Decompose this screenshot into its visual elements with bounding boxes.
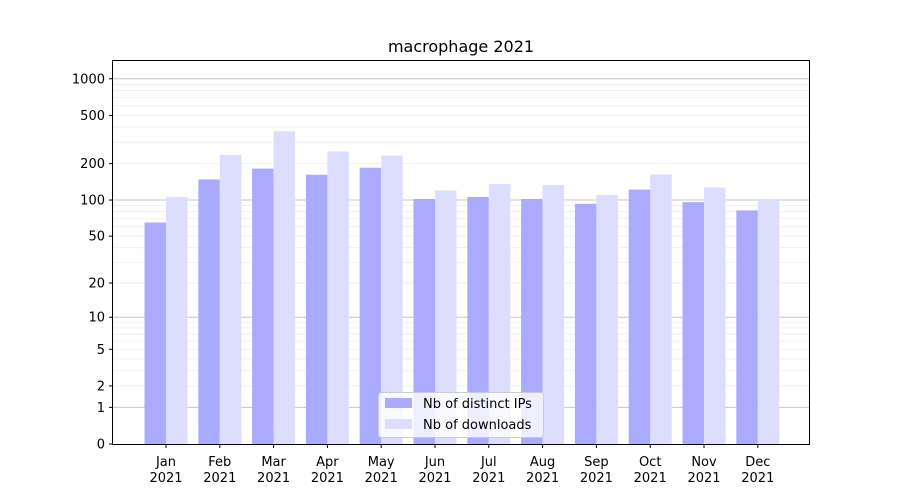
x-tick-label-month: Jun (424, 455, 445, 470)
legend: Nb of distinct IPs Nb of downloads (378, 392, 544, 438)
y-axis: 0 1 2 5 10 20 50 100 200 500 1000 (72, 72, 113, 453)
y-tick-label: 1 (97, 401, 105, 416)
x-tick-label-year: 2021 (365, 471, 398, 486)
bar-distinct-ips (305, 174, 328, 444)
x-tick-label-year: 2021 (741, 471, 774, 486)
bar-distinct-ips (144, 222, 166, 444)
bar-distinct-ips (628, 189, 651, 444)
bar-downloads (488, 183, 511, 444)
y-tick-label: 500 (80, 109, 105, 124)
y-tick-label: 1000 (72, 72, 105, 87)
x-tick-label-year: 2021 (634, 471, 667, 486)
bar-distinct-ips (198, 179, 220, 444)
bar-downloads (166, 196, 188, 444)
bar-distinct-ips (736, 210, 758, 444)
bar-distinct-ips (521, 198, 543, 444)
bar-downloads (327, 151, 349, 445)
y-tick-label: 0 (97, 438, 105, 453)
bar-downloads (704, 187, 726, 444)
legend-label-downloads: Nb of downloads (423, 418, 532, 433)
bar-distinct-ips (252, 168, 274, 444)
bar-distinct-ips (574, 203, 597, 444)
chart-title: macrophage 2021 (388, 37, 534, 56)
bars (144, 131, 780, 445)
x-tick-label-month: Aug (530, 455, 555, 470)
x-tick-label-year: 2021 (472, 471, 505, 486)
x-tick-label-year: 2021 (203, 471, 236, 486)
x-tick-label-year: 2021 (311, 471, 344, 486)
bar-downloads (435, 190, 457, 444)
bar-downloads (381, 155, 403, 444)
x-tick-label-year: 2021 (580, 471, 613, 486)
y-tick-label: 2 (97, 379, 105, 394)
x-tick-label-month: Oct (639, 455, 661, 470)
y-tick-label: 200 (80, 157, 105, 172)
plot-frame (112, 60, 810, 445)
x-tick-label-year: 2021 (418, 471, 451, 486)
x-tick-label-month: May (368, 455, 395, 470)
x-tick-label-month: Apr (316, 455, 339, 470)
bar-downloads (542, 185, 565, 444)
bar-downloads (596, 195, 618, 444)
x-tick-label-month: Feb (208, 455, 231, 470)
legend-swatch-distinct-ips (385, 398, 412, 408)
y-tick-label: 20 (88, 277, 105, 292)
x-tick-label-month: Sep (584, 455, 609, 470)
x-tick-label-year: 2021 (257, 471, 290, 486)
y-tick-label: 5 (97, 343, 105, 358)
bar-distinct-ips (682, 202, 704, 444)
bar-distinct-ips (359, 167, 382, 445)
y-tick-label: 50 (88, 230, 105, 245)
x-tick-label-month: Dec (745, 455, 770, 470)
bar-downloads (650, 174, 672, 444)
bar-downloads (219, 154, 242, 444)
x-tick-label-year: 2021 (149, 471, 182, 486)
x-tick-label-year: 2021 (526, 471, 559, 486)
x-tick-label-year: 2021 (687, 471, 720, 486)
y-tick-label: 100 (80, 194, 105, 209)
legend-label-distinct-ips: Nb of distinct IPs (423, 397, 532, 412)
bar-distinct-ips (413, 198, 435, 444)
x-axis: Jan2021Feb2021Mar2021Apr2021May2021Jun20… (149, 444, 774, 486)
x-tick-label-month: Jul (480, 455, 497, 470)
x-tick-label-month: Nov (691, 455, 717, 470)
bar-downloads (273, 131, 296, 444)
bar-distinct-ips (467, 196, 489, 444)
legend-box (378, 392, 544, 438)
y-tick-label: 10 (88, 311, 105, 326)
legend-swatch-downloads (385, 419, 412, 429)
x-tick-label-month: Mar (261, 455, 286, 470)
bar-downloads (757, 200, 780, 444)
x-tick-label-month: Jan (155, 455, 176, 470)
